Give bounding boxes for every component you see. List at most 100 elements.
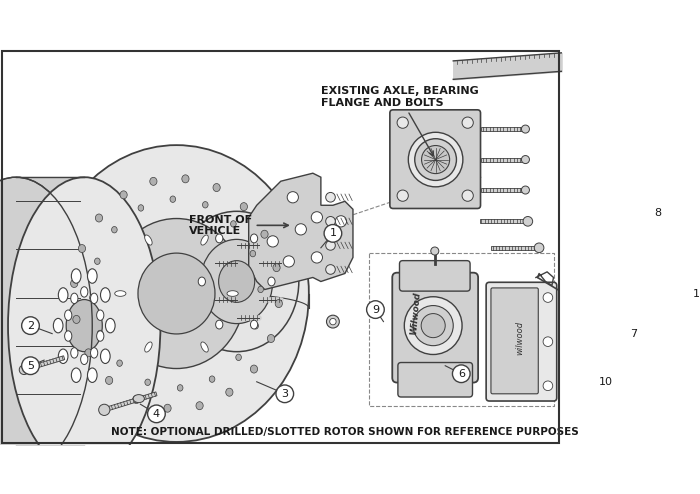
Ellipse shape	[414, 139, 456, 180]
Polygon shape	[482, 127, 526, 131]
Ellipse shape	[413, 306, 453, 346]
Ellipse shape	[421, 146, 449, 173]
Ellipse shape	[95, 214, 103, 222]
Polygon shape	[104, 392, 157, 412]
Circle shape	[276, 385, 293, 403]
Circle shape	[326, 193, 335, 202]
Circle shape	[522, 125, 529, 133]
Ellipse shape	[258, 286, 263, 292]
Ellipse shape	[8, 177, 160, 474]
Text: FRONT OF
VEHICLE: FRONT OF VEHICLE	[188, 214, 288, 236]
Ellipse shape	[106, 319, 115, 333]
Ellipse shape	[80, 287, 88, 297]
Text: 8: 8	[654, 208, 661, 218]
Ellipse shape	[78, 245, 85, 252]
Circle shape	[462, 117, 473, 128]
Ellipse shape	[174, 211, 299, 352]
Ellipse shape	[71, 368, 81, 382]
Circle shape	[690, 283, 700, 304]
Circle shape	[543, 337, 553, 346]
Ellipse shape	[216, 320, 223, 329]
Ellipse shape	[250, 250, 255, 257]
Ellipse shape	[64, 331, 72, 341]
Ellipse shape	[115, 291, 126, 296]
Ellipse shape	[85, 349, 92, 357]
Ellipse shape	[251, 234, 258, 243]
Ellipse shape	[73, 315, 80, 324]
Ellipse shape	[71, 280, 78, 288]
Circle shape	[20, 365, 29, 374]
Ellipse shape	[253, 323, 258, 329]
Ellipse shape	[71, 269, 81, 283]
Ellipse shape	[226, 388, 233, 396]
Polygon shape	[482, 188, 526, 192]
Ellipse shape	[261, 230, 268, 238]
Circle shape	[312, 212, 323, 223]
Ellipse shape	[216, 234, 223, 243]
Circle shape	[326, 216, 335, 226]
Ellipse shape	[198, 277, 205, 286]
Ellipse shape	[90, 348, 98, 358]
Ellipse shape	[236, 354, 241, 361]
Ellipse shape	[145, 342, 152, 352]
Text: wilwood: wilwood	[515, 321, 524, 355]
Ellipse shape	[133, 396, 140, 404]
Ellipse shape	[182, 175, 189, 183]
Ellipse shape	[275, 299, 282, 308]
Circle shape	[543, 293, 553, 302]
Text: 7: 7	[630, 329, 637, 339]
Circle shape	[326, 265, 335, 274]
Circle shape	[649, 205, 666, 222]
Ellipse shape	[58, 288, 68, 302]
Text: 1: 1	[330, 228, 337, 239]
FancyBboxPatch shape	[398, 363, 472, 397]
Circle shape	[22, 317, 39, 334]
Ellipse shape	[64, 310, 72, 321]
Circle shape	[99, 404, 110, 415]
Ellipse shape	[138, 253, 215, 334]
Text: EXISTING AXLE, BEARING
FLANGE AND BOLTS: EXISTING AXLE, BEARING FLANGE AND BOLTS	[321, 86, 479, 156]
Ellipse shape	[230, 221, 236, 227]
Ellipse shape	[267, 334, 274, 342]
Ellipse shape	[101, 288, 110, 302]
Ellipse shape	[421, 314, 445, 337]
Ellipse shape	[145, 379, 150, 385]
Ellipse shape	[0, 177, 92, 474]
Ellipse shape	[58, 349, 68, 364]
Polygon shape	[248, 173, 353, 289]
Polygon shape	[482, 158, 526, 162]
Ellipse shape	[268, 277, 275, 286]
Ellipse shape	[200, 240, 273, 324]
Ellipse shape	[330, 319, 336, 325]
Ellipse shape	[101, 349, 110, 364]
Ellipse shape	[405, 297, 462, 355]
Ellipse shape	[202, 202, 208, 208]
Polygon shape	[491, 246, 539, 250]
Circle shape	[326, 241, 335, 250]
FancyBboxPatch shape	[400, 261, 470, 291]
Ellipse shape	[106, 376, 113, 384]
Ellipse shape	[97, 331, 104, 341]
Ellipse shape	[90, 293, 98, 304]
FancyBboxPatch shape	[390, 110, 480, 208]
Circle shape	[523, 216, 533, 226]
Circle shape	[324, 225, 342, 242]
Ellipse shape	[227, 291, 238, 296]
Text: 5: 5	[27, 361, 34, 370]
Ellipse shape	[53, 319, 63, 333]
Circle shape	[295, 224, 307, 235]
Ellipse shape	[88, 368, 97, 382]
Text: 11: 11	[693, 288, 700, 298]
Circle shape	[148, 405, 165, 423]
Circle shape	[335, 216, 346, 227]
Circle shape	[534, 243, 544, 252]
FancyBboxPatch shape	[392, 273, 478, 382]
Ellipse shape	[196, 402, 203, 410]
Polygon shape	[480, 219, 528, 223]
Ellipse shape	[97, 330, 103, 336]
Ellipse shape	[71, 293, 78, 304]
Circle shape	[462, 190, 473, 201]
Ellipse shape	[138, 205, 144, 211]
Ellipse shape	[240, 203, 248, 210]
Circle shape	[543, 381, 553, 391]
